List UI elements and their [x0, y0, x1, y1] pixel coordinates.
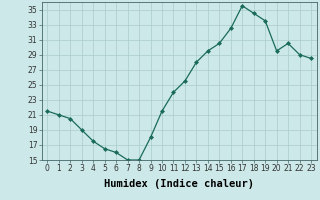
X-axis label: Humidex (Indice chaleur): Humidex (Indice chaleur)	[104, 179, 254, 189]
